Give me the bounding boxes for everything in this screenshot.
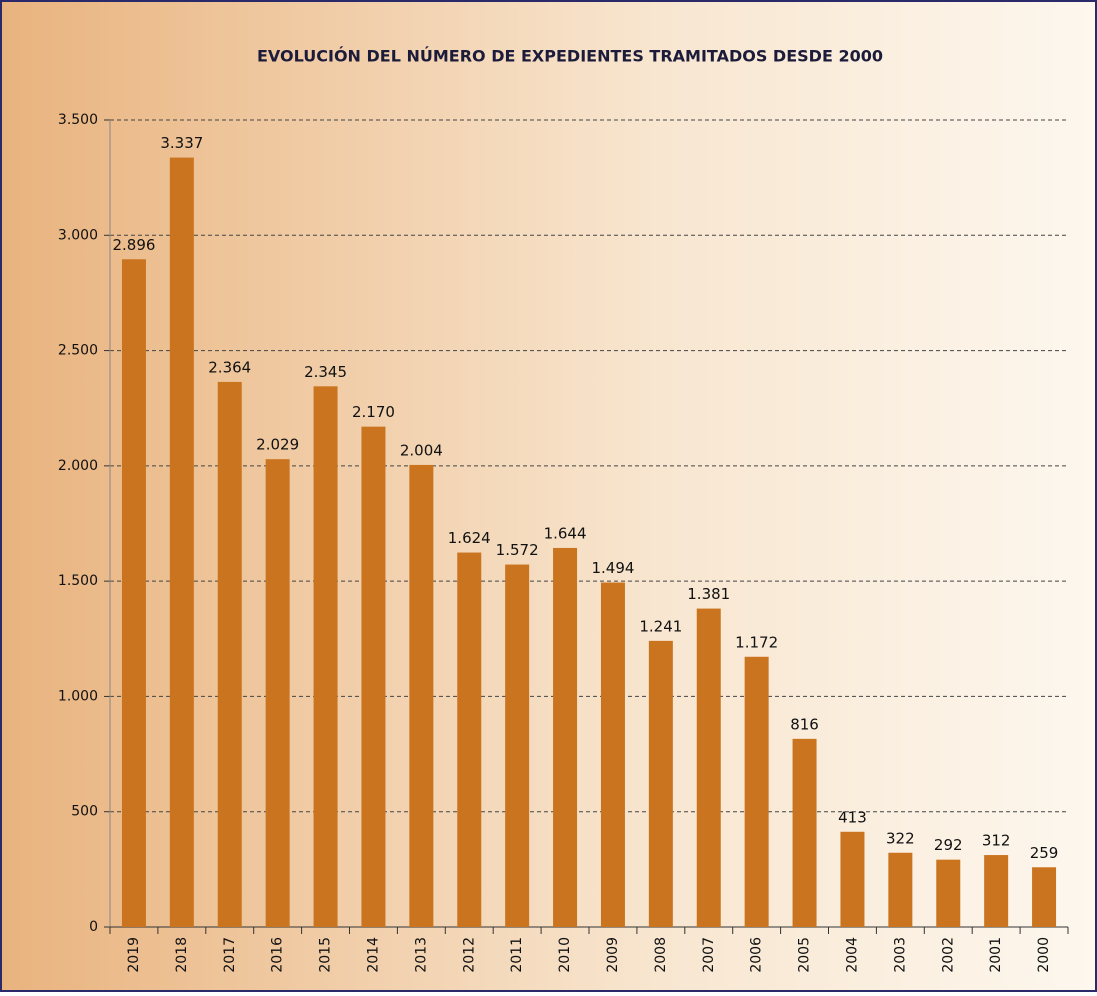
x-tick-label: 2018 <box>174 937 190 973</box>
value-label: 1.381 <box>687 585 730 603</box>
value-label: 2.004 <box>400 441 443 459</box>
value-label: 2.345 <box>304 363 347 381</box>
bar <box>648 640 673 927</box>
x-tick-label: 2006 <box>749 937 765 973</box>
x-tick-label: 2000 <box>1036 937 1052 973</box>
y-tick-label: 500 <box>71 804 98 820</box>
bar <box>553 547 578 927</box>
y-tick-label: 2.000 <box>58 458 98 474</box>
value-label: 259 <box>1030 844 1059 862</box>
bar <box>840 831 865 927</box>
value-label: 1.494 <box>591 559 634 577</box>
value-label: 1.241 <box>639 617 682 635</box>
value-label: 413 <box>838 808 867 826</box>
value-label: 312 <box>982 832 1011 850</box>
bar <box>409 464 434 927</box>
chart-title: EVOLUCIÓN DEL NÚMERO DE EXPEDIENTES TRAM… <box>257 47 883 66</box>
value-label: 3.337 <box>160 134 203 152</box>
value-label: 2.170 <box>352 403 395 421</box>
x-tick-label: 2013 <box>413 937 429 973</box>
bar <box>744 656 769 927</box>
x-tick-label: 2016 <box>270 937 286 973</box>
x-tick-label: 2015 <box>318 937 334 973</box>
value-label: 2.896 <box>112 236 155 254</box>
bar <box>361 426 386 927</box>
y-tick-label: 0 <box>89 919 98 935</box>
y-tick-label: 2.500 <box>58 343 98 359</box>
x-tick-label: 2007 <box>701 937 717 973</box>
value-label: 2.364 <box>208 358 251 376</box>
value-label: 322 <box>886 829 915 847</box>
x-tick-label: 2004 <box>844 937 860 973</box>
value-label: 1.624 <box>448 529 491 547</box>
bar <box>457 552 482 927</box>
bar <box>984 855 1009 927</box>
x-tick-label: 2009 <box>605 937 621 973</box>
bar <box>936 859 961 927</box>
value-label: 292 <box>934 836 963 854</box>
x-tick-label: 2017 <box>222 937 238 973</box>
bar <box>792 738 817 927</box>
y-tick-label: 3.000 <box>58 227 98 243</box>
bar <box>1032 867 1057 927</box>
x-tick-label: 2001 <box>988 937 1004 973</box>
x-tick-label: 2011 <box>509 937 525 973</box>
value-label: 1.644 <box>544 524 587 542</box>
bar <box>265 459 290 927</box>
bar <box>121 259 146 927</box>
value-label: 816 <box>790 715 819 733</box>
bar <box>217 381 242 927</box>
bar <box>888 852 913 927</box>
y-tick-label: 3.500 <box>58 112 98 128</box>
bar <box>600 582 625 927</box>
bar <box>313 386 338 927</box>
x-tick-label: 2008 <box>653 937 669 973</box>
value-label: 1.572 <box>496 541 539 559</box>
x-tick-label: 2012 <box>461 937 477 973</box>
x-tick-label: 2014 <box>365 937 381 973</box>
value-label: 2.029 <box>256 436 299 454</box>
y-tick-label: 1.500 <box>58 573 98 589</box>
y-tick-label: 1.000 <box>58 688 98 704</box>
bar <box>696 608 721 927</box>
bar <box>505 564 530 927</box>
value-label: 1.172 <box>735 633 778 651</box>
x-tick-label: 2003 <box>892 937 908 973</box>
bar <box>169 157 194 928</box>
x-tick-label: 2019 <box>126 937 142 973</box>
x-tick-label: 2005 <box>797 937 813 973</box>
x-tick-label: 2002 <box>940 937 956 973</box>
x-tick-label: 2010 <box>557 937 573 973</box>
